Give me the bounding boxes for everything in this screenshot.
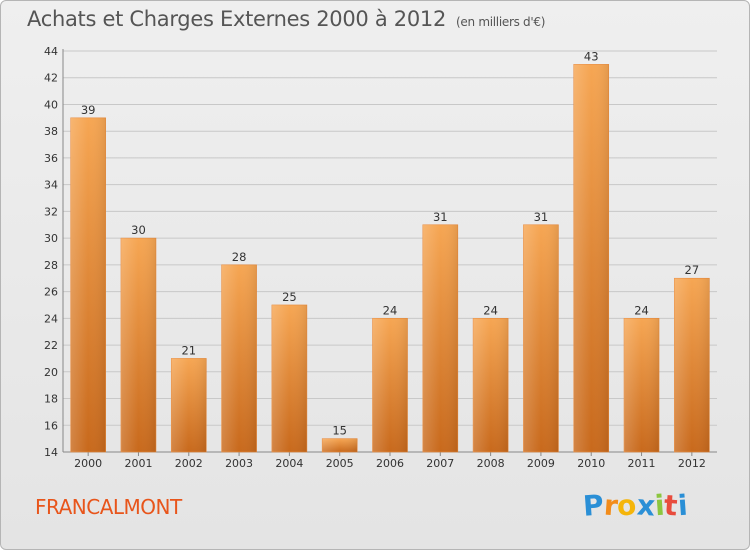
data-label: 24	[634, 303, 649, 317]
x-tick-label: 2006	[376, 457, 404, 470]
bar-2003	[221, 264, 257, 453]
x-tick-label: 2001	[124, 457, 152, 470]
y-tick-label: 32	[44, 205, 58, 218]
y-tick-label: 44	[44, 45, 58, 58]
bar-2006	[372, 318, 408, 453]
bar-shade	[322, 438, 358, 452]
bar-shade	[473, 318, 509, 452]
x-tick-label: 2011	[628, 457, 656, 470]
x-tick-label: 2005	[326, 457, 354, 470]
y-tick-label: 28	[44, 259, 58, 272]
data-label: 31	[433, 210, 448, 224]
proxiti-logo[interactable]: Proxiti	[581, 488, 689, 523]
y-tick-label: 14	[44, 446, 58, 459]
chart-title: Achats et Charges Externes 2000 à 2012 (e…	[27, 7, 545, 31]
x-tick-label: 2004	[275, 457, 303, 470]
data-label: 30	[131, 223, 146, 237]
y-tick-label: 18	[44, 393, 58, 406]
bar-2009	[523, 224, 559, 453]
bar-2010	[573, 64, 610, 453]
data-label: 15	[332, 424, 347, 438]
bar-2004	[271, 304, 308, 453]
y-tick-label: 16	[44, 419, 58, 432]
y-tick-label: 34	[44, 179, 58, 192]
y-tick-label: 26	[44, 286, 58, 299]
commune-name: FRANCALMONT	[35, 495, 182, 519]
data-label: 21	[181, 343, 196, 357]
x-tick-label: 2000	[74, 457, 102, 470]
title-text: Achats et Charges Externes 2000 à 2012	[27, 7, 447, 31]
bar-2012	[674, 277, 710, 453]
bar-shade	[171, 358, 207, 452]
bar-shade	[221, 264, 257, 452]
y-tick-label: 30	[44, 232, 58, 245]
data-label: 24	[383, 303, 398, 317]
data-label: 39	[81, 103, 96, 117]
logo-letter: P	[581, 488, 605, 523]
x-tick-label: 2012	[678, 457, 706, 470]
data-label: 28	[232, 250, 247, 264]
logo-letter: o	[616, 488, 638, 523]
axis-layer: 14 16 18 20 22 24 26 28 30 32 34 36 38 40 42 44	[44, 45, 717, 459]
y-tick-label: 40	[44, 98, 58, 111]
bar-shade	[120, 238, 156, 452]
y-tick-label: 36	[44, 152, 58, 165]
y-tick-label: 24	[44, 312, 58, 325]
bar-2001	[120, 237, 157, 453]
bar-2000	[70, 117, 106, 453]
bar-2011	[623, 318, 660, 453]
bar-shade	[674, 278, 710, 452]
bar-2005	[321, 438, 358, 453]
bar-shade	[70, 117, 106, 452]
title-unit: (en milliers d'€)	[456, 15, 546, 29]
y-tick-label: 42	[44, 72, 58, 85]
logo-letter: x	[635, 488, 656, 523]
data-label: 27	[685, 263, 700, 277]
bar-shade	[422, 224, 458, 452]
x-tick-label: 2002	[175, 457, 203, 470]
x-tick-label: 2010	[577, 457, 605, 470]
x-tick-label: 2009	[527, 457, 555, 470]
y-tick-label: 20	[44, 366, 58, 379]
bars-layer	[70, 64, 710, 453]
bar-2008	[472, 318, 509, 453]
bar-shade	[523, 224, 559, 452]
data-label: 31	[534, 210, 549, 224]
x-tick-label: 2007	[426, 457, 454, 470]
bar-shade	[271, 304, 307, 452]
data-label: 24	[483, 303, 498, 317]
x-tick-label: 2003	[225, 457, 253, 470]
logo-letter: i	[676, 488, 689, 523]
bar-shade	[573, 64, 609, 452]
bar-2002	[170, 358, 207, 453]
data-label: 25	[282, 290, 297, 304]
bar-2007	[422, 224, 459, 453]
data-label: 43	[584, 49, 599, 63]
bar-shade	[372, 318, 408, 452]
y-tick-label: 38	[44, 125, 58, 138]
y-tick-label: 22	[44, 339, 58, 352]
bar-shade	[624, 318, 660, 452]
x-tick-label: 2008	[477, 457, 505, 470]
labels-layer: 2000 39 2001 30 2002 21 2003 28 2004 25 2005 15 2006…	[74, 49, 706, 470]
